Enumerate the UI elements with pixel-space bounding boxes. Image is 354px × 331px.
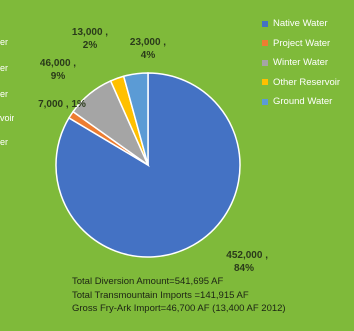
left-edge-fragment: er (0, 63, 9, 73)
data-label-native-water: 452,000 , 84% (226, 250, 268, 274)
legend-item-project-water: Project Water (262, 34, 340, 54)
data-label-winter-water: 46,000 , 9% (40, 58, 76, 82)
legend-swatch (262, 98, 268, 105)
left-edge-fragment: er (0, 137, 9, 147)
legend-label: Native Water (273, 18, 328, 30)
pie-slice-native-water (55, 72, 241, 258)
legend-swatch (262, 20, 268, 27)
data-label-ground-water: 23,000 , 4% (130, 37, 166, 61)
pie-slice-ground-water (122, 72, 149, 166)
data-label-other-reservoir: 13,000 , 2% (72, 27, 108, 51)
left-edge-fragment: er (0, 89, 9, 99)
legend-swatch (262, 40, 268, 47)
legend-label: Project Water (273, 37, 331, 49)
legend-label: Winter Water (273, 57, 329, 69)
legend-item-native-water: Native Water (262, 14, 340, 34)
total-diversion-note: Total Diversion Amount=541,695 AF (72, 276, 224, 287)
fry-ark-import-note: Gross Fry-Ark Import=46,700 AF (13,400 A… (72, 303, 286, 314)
left-edge-fragment: voir (0, 113, 14, 123)
legend-label: Ground Water (273, 96, 333, 108)
legend-label: Other Reservoir (273, 76, 341, 88)
legend-item-winter-water: Winter Water (262, 53, 340, 73)
transmountain-imports-note: Total Transmountain Imports =141,915 AF (72, 289, 249, 301)
legend-item-other-reservoir: Other Reservoir (262, 73, 340, 93)
chart-legend: Native Water Project Water Winter Water … (262, 14, 340, 112)
chart-notes: Total Diversion Amount=541,695 AF Total … (72, 275, 286, 316)
data-label-project-water: 7,000 , 1% (38, 99, 86, 110)
legend-item-ground-water: Ground Water (262, 92, 340, 112)
legend-swatch (262, 59, 268, 66)
legend-swatch (262, 79, 268, 86)
left-edge-fragment: er (0, 37, 9, 47)
